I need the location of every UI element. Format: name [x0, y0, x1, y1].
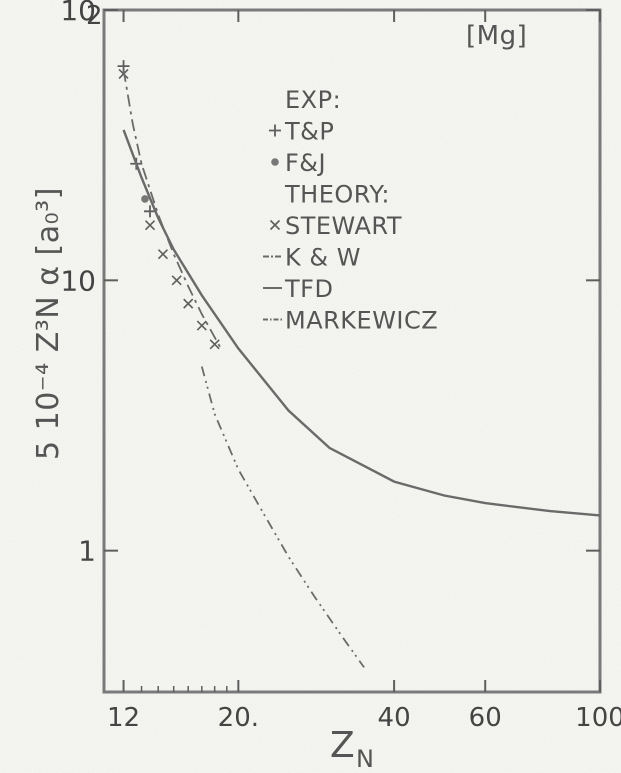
x-tick-label-0: 12 — [107, 703, 140, 733]
plot-frame — [102, 8, 602, 694]
legend-entry-5: K & W — [263, 244, 361, 272]
legend: EXP: T&P F&J THEORY: STEWART K & W TFD MARKEWIC… — [263, 86, 438, 335]
legend-label-1: T&P — [284, 118, 334, 146]
series-group — [117, 60, 601, 668]
legend-entry-1: T&P — [269, 118, 334, 146]
series-k-w-line — [122, 69, 222, 349]
series-stewart-point-2 — [157, 249, 169, 260]
x-axis-label-sub: N — [356, 745, 374, 773]
y-tick-label-2: 10 — [60, 0, 96, 27]
series-stewart-point-5 — [196, 320, 207, 331]
x-tick-label-3: 60 — [469, 703, 502, 733]
legend-entry-4: STEWART — [269, 212, 402, 240]
legend-entry-3: THEORY: — [284, 181, 390, 209]
legend-entry-7: MARKEWICZ — [263, 307, 438, 335]
series-f-j-point-0 — [141, 195, 149, 203]
tick-marks — [104, 9, 601, 692]
legend-entry-2: F&J — [271, 149, 326, 177]
legend-label-5: K & W — [285, 244, 361, 272]
series-t-p-point-2 — [144, 205, 157, 218]
y-axis-label: 5 10⁻⁴ Z³N α [a₀³] — [31, 187, 66, 460]
legend-label-7: MARKEWICZ — [285, 307, 438, 335]
y-tick-label-1: 10 — [60, 264, 96, 297]
y-tick-label-0: 1 — [78, 535, 96, 568]
legend-marker-4 — [269, 219, 281, 231]
legend-label-6: TFD — [284, 275, 333, 303]
series-tfd-line — [122, 129, 601, 517]
series-stewart-point-6 — [209, 339, 220, 350]
legend-marker-1 — [269, 124, 281, 137]
y-top-exponent: 2 — [86, 1, 103, 31]
x-tick-label-1: 20. — [218, 703, 259, 733]
x-axis-title: Z N — [330, 725, 374, 773]
x-axis-label: Z — [330, 725, 355, 766]
legend-label-2: F&J — [285, 149, 326, 177]
series-stewart-point-3 — [171, 275, 182, 286]
x-tick-label-2: 40 — [378, 703, 411, 733]
mg-annotation: [Mg] — [466, 21, 527, 51]
series-stewart-point-1 — [144, 220, 156, 231]
legend-label-3: THEORY: — [284, 181, 390, 209]
legend-entry-0: EXP: — [285, 86, 341, 114]
y-tick-labels: 1 10 10 — [60, 0, 96, 568]
series-markewicz-line — [200, 366, 365, 668]
series-stewart-point-4 — [183, 298, 194, 309]
legend-label-0: EXP: — [285, 86, 341, 114]
legend-entry-6: TFD — [263, 275, 333, 303]
legend-marker-2 — [271, 158, 279, 166]
x-tick-labels: 12 20. 40 60 100 — [107, 703, 621, 733]
legend-label-4: STEWART — [285, 212, 402, 240]
x-tick-label-4: 100 — [575, 703, 621, 733]
